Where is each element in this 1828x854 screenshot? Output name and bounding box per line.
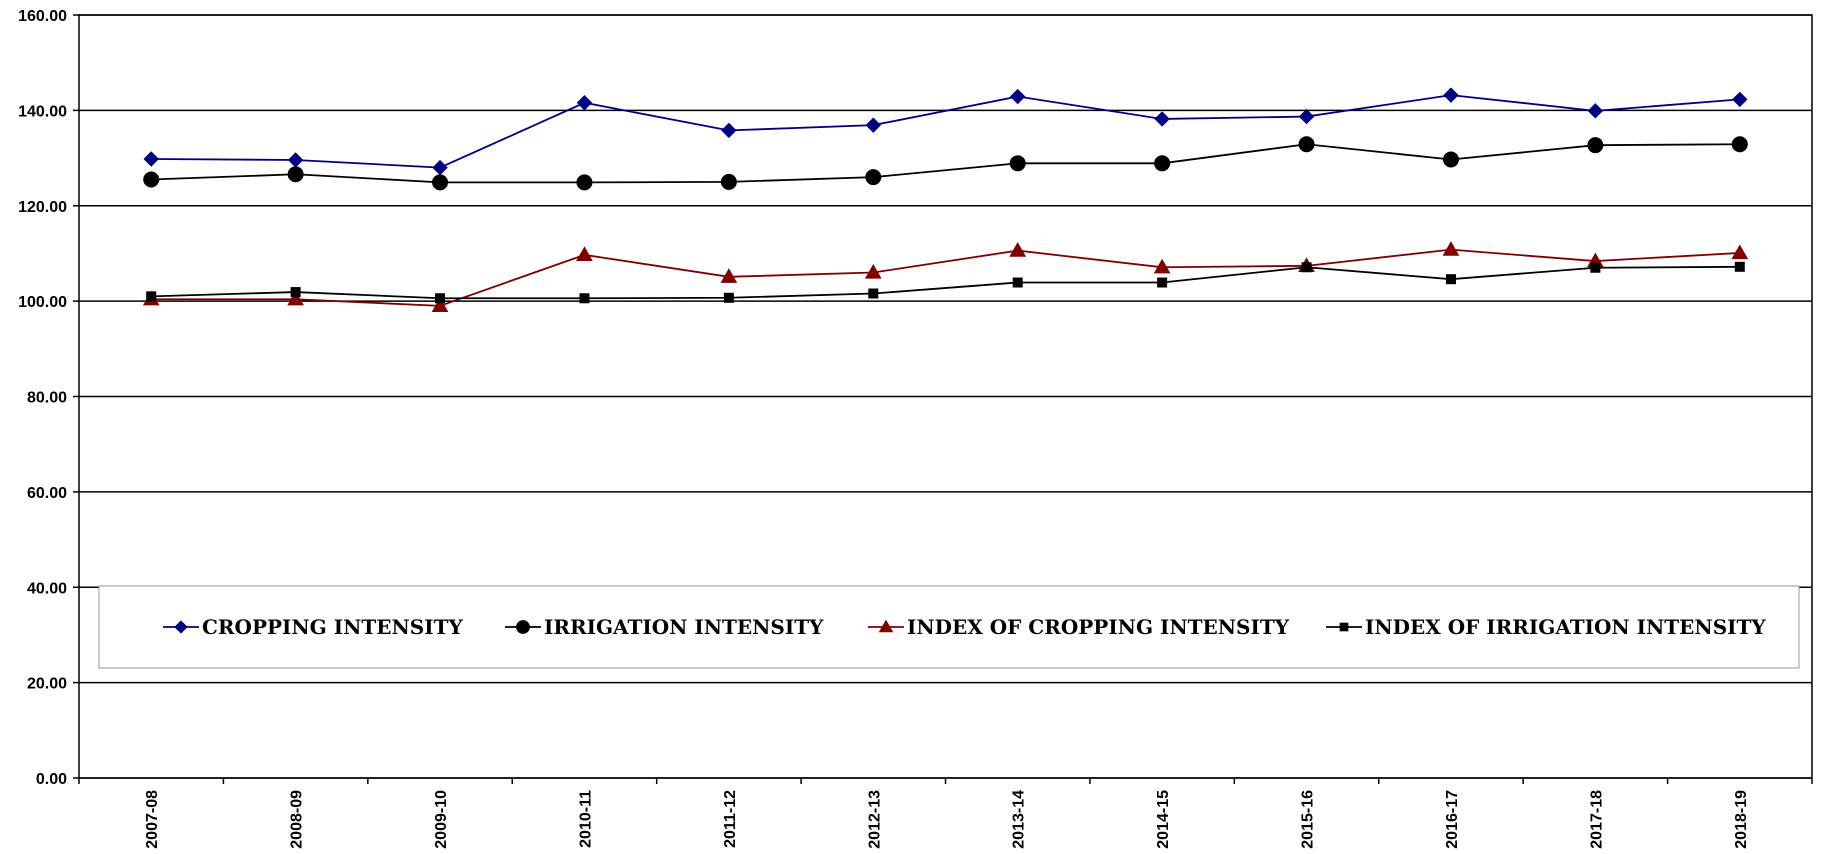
data-point <box>1443 87 1459 103</box>
data-point <box>1009 155 1026 172</box>
legend-label: IRRIGATION INTENSITY <box>544 615 824 639</box>
data-point <box>146 291 157 302</box>
axis-layer: 0.00 20.00 40.00 60.00 80.00 100.00 120.00 140.… <box>18 8 1813 849</box>
y-tick-label: 100.00 <box>18 294 67 311</box>
data-point <box>1734 261 1745 272</box>
y-tick-label: 140.00 <box>18 103 67 120</box>
data-point <box>723 292 734 303</box>
x-tick-label: 2017-18 <box>1588 790 1605 849</box>
y-tick-label: 20.00 <box>27 676 67 693</box>
data-point <box>1298 108 1315 125</box>
data-point <box>576 246 593 261</box>
legend-marker <box>1339 622 1349 632</box>
x-tick-label: 2015-16 <box>1300 790 1317 849</box>
legend-item: INDEX OF CROPPING INTENSITY <box>868 615 1290 639</box>
data-point <box>1010 88 1026 105</box>
data-point <box>576 174 593 191</box>
data-point <box>1587 103 1604 119</box>
data-point <box>576 95 593 111</box>
data-point <box>1590 262 1601 273</box>
data-point <box>143 171 160 188</box>
y-tick-label: 120.00 <box>18 199 67 216</box>
x-tick-label: 2016-17 <box>1444 790 1461 849</box>
series-1 <box>143 136 1748 191</box>
data-point <box>290 287 301 298</box>
data-point <box>1442 241 1460 256</box>
data-point <box>1731 136 1748 153</box>
data-point <box>1301 262 1312 273</box>
data-point <box>287 290 304 306</box>
y-tick-label: 60.00 <box>27 485 67 502</box>
legend-item: INDEX OF IRRIGATION INTENSITY <box>1326 615 1766 639</box>
series-line <box>151 248 1740 307</box>
x-tick-label: 2011-12 <box>722 790 739 848</box>
y-tick-label: 40.00 <box>27 580 67 597</box>
data-point <box>431 297 449 313</box>
data-point <box>287 166 304 183</box>
data-point <box>579 293 590 304</box>
data-point <box>1445 274 1456 285</box>
x-tick-label: 2007-08 <box>144 790 161 849</box>
legend-item: IRRIGATION INTENSITY <box>505 615 824 639</box>
data-point <box>868 288 879 299</box>
x-tick-label: 2012-13 <box>866 790 883 849</box>
x-tick-label: 2010-11 <box>577 790 594 848</box>
legend-marker <box>516 620 530 634</box>
y-tick-label: 80.00 <box>27 390 67 407</box>
data-point <box>432 174 449 191</box>
series-layer <box>142 87 1749 313</box>
legend-label: INDEX OF CROPPING INTENSITY <box>907 615 1290 639</box>
x-tick-label: 2018-19 <box>1733 790 1750 849</box>
data-point <box>1731 244 1749 260</box>
x-tick-label: 2009-10 <box>433 790 450 849</box>
series-3 <box>146 261 1745 304</box>
data-point <box>721 122 737 139</box>
legend: CROPPING INTENSITY IRRIGATION INTENSITY IN… <box>98 585 1800 669</box>
x-tick-label: 2008-09 <box>289 790 306 849</box>
data-point <box>720 268 738 283</box>
data-point <box>287 152 304 168</box>
data-point <box>1157 277 1168 288</box>
data-point <box>720 173 737 190</box>
x-tick-label: 2014-15 <box>1155 790 1172 849</box>
data-point <box>864 264 882 279</box>
series-line <box>151 94 1740 169</box>
legend-label: CROPPING INTENSITY <box>202 615 463 639</box>
data-point <box>1442 151 1459 168</box>
data-point <box>865 117 881 133</box>
data-point <box>1732 91 1748 108</box>
data-point <box>1012 277 1023 288</box>
series-line <box>151 265 1740 300</box>
y-tick-label: 160.00 <box>18 8 67 25</box>
data-point <box>1153 258 1171 274</box>
y-tick-label: 0.00 <box>36 771 67 788</box>
legend-marker <box>878 619 894 633</box>
data-point <box>435 293 446 304</box>
data-point <box>1298 136 1315 153</box>
data-point <box>432 159 448 176</box>
data-point <box>1154 155 1171 172</box>
data-point <box>143 151 159 167</box>
legend-marker <box>174 620 188 634</box>
series-line <box>151 143 1740 184</box>
x-tick-label: 2013-14 <box>1011 790 1028 849</box>
data-point <box>865 169 882 186</box>
legend-label: INDEX OF IRRIGATION INTENSITY <box>1365 615 1766 639</box>
legend-box <box>98 585 1800 669</box>
data-point <box>1587 137 1604 154</box>
data-point <box>1154 111 1170 127</box>
series-0 <box>143 87 1748 176</box>
legend-item: CROPPING INTENSITY <box>163 615 463 639</box>
data-point <box>1009 242 1027 257</box>
